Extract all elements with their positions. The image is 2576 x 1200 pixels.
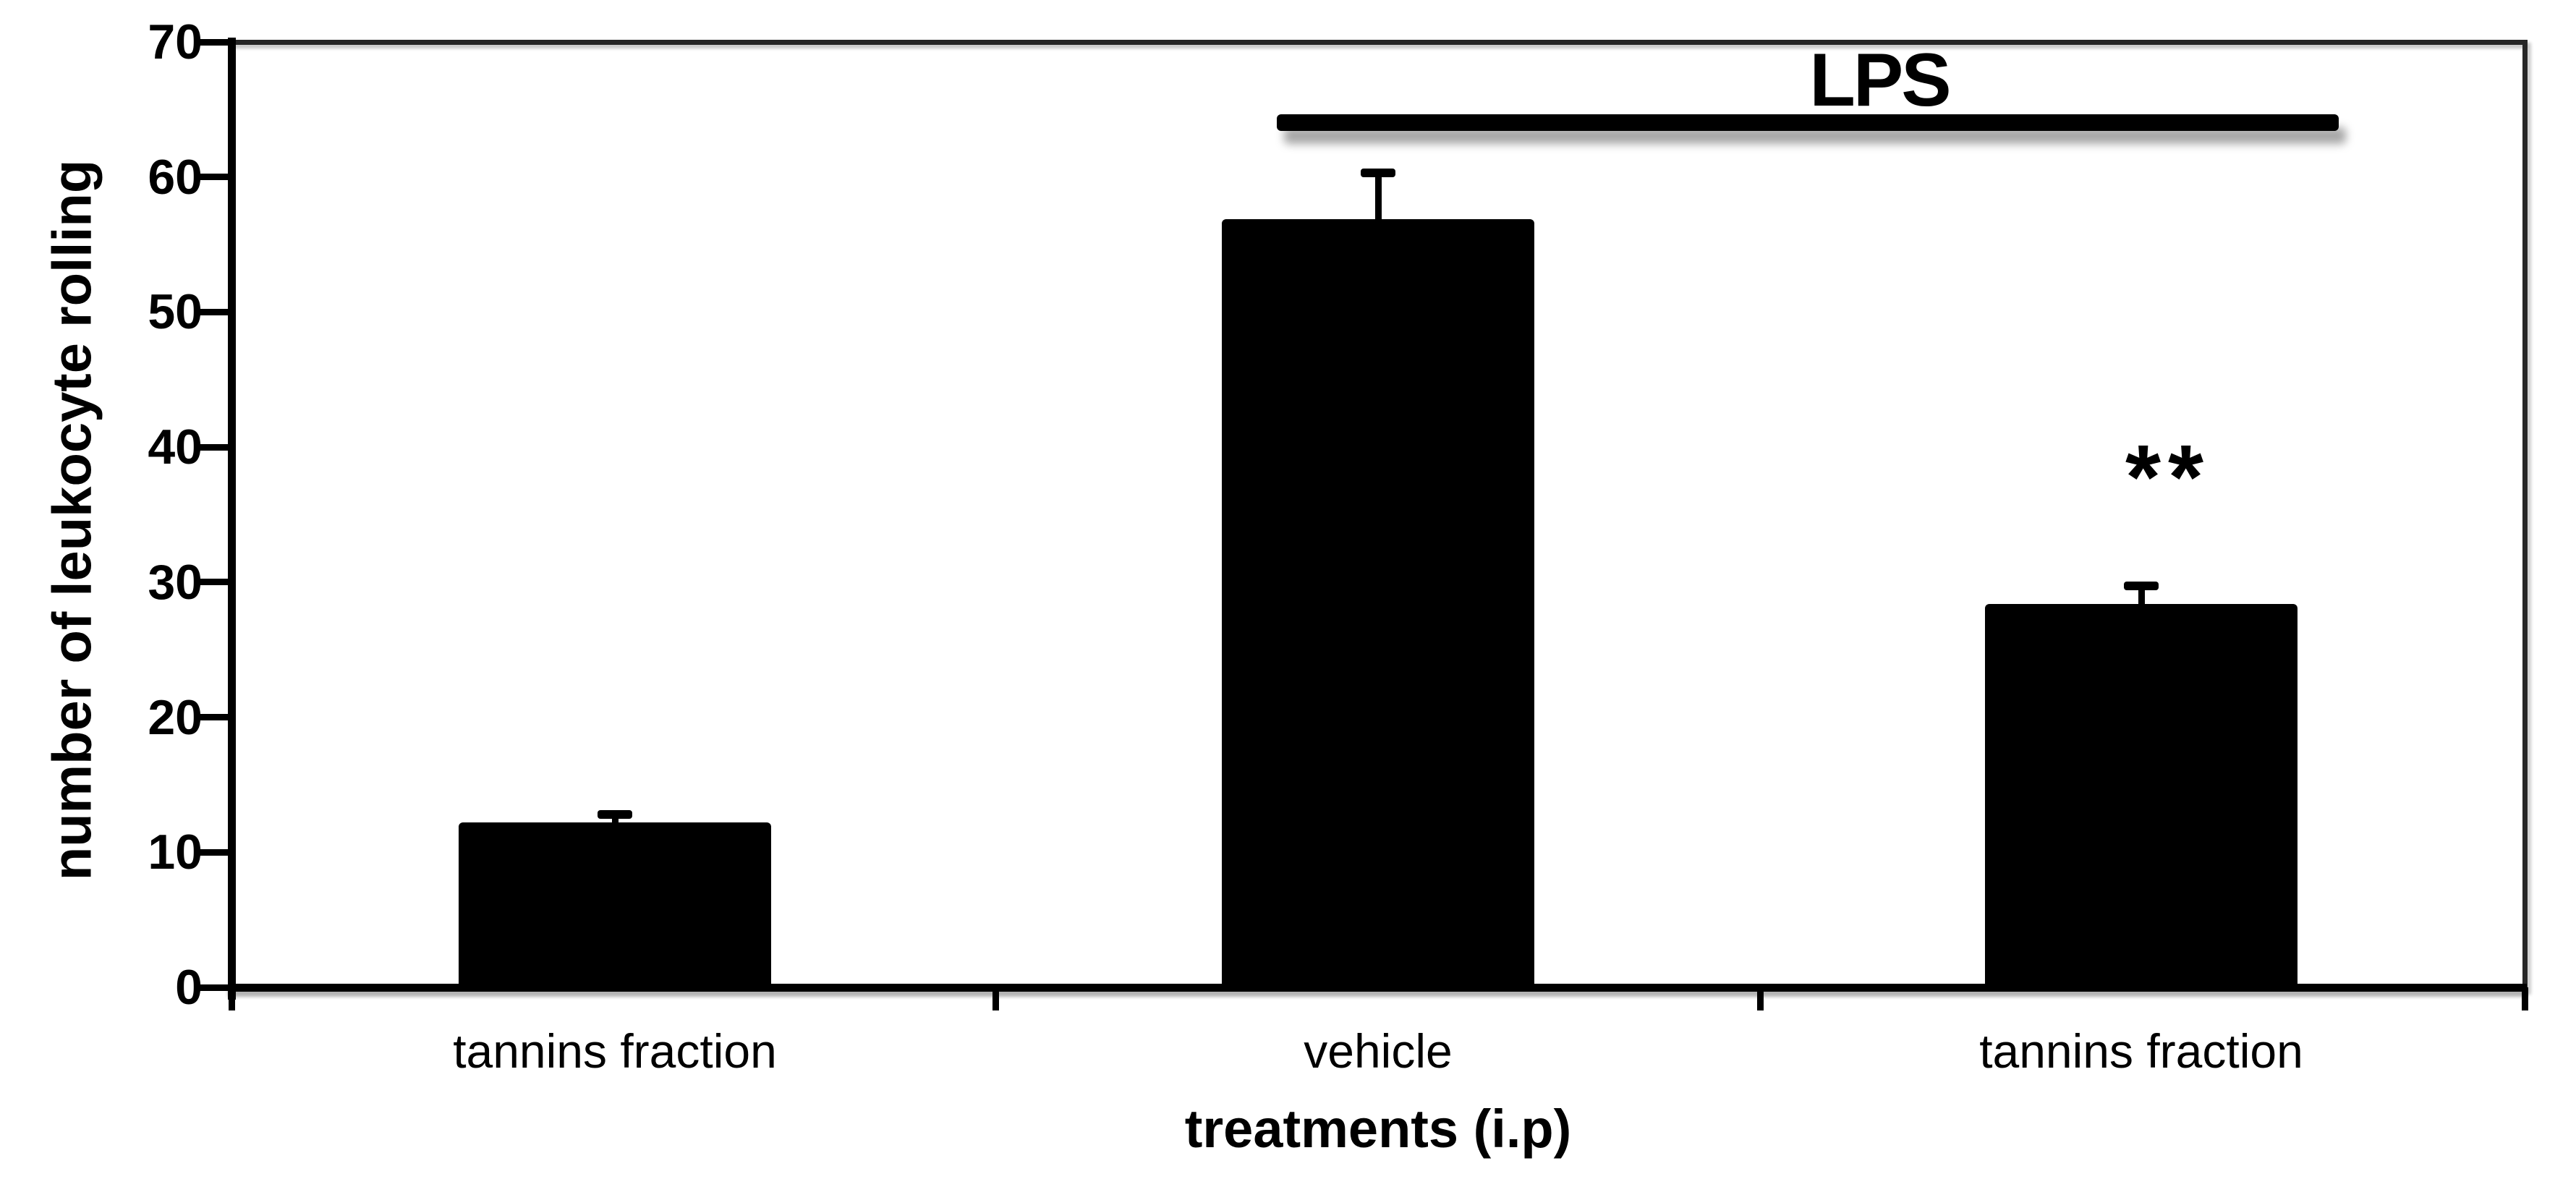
plot-frame-right bbox=[2522, 40, 2528, 992]
x-category-label: tannins fraction bbox=[1979, 1024, 2303, 1078]
bar bbox=[459, 822, 771, 987]
error-bar-stem bbox=[611, 814, 619, 826]
y-tick-mark bbox=[195, 174, 231, 181]
x-category-label: tannins fraction bbox=[453, 1024, 777, 1078]
y-tick-mark bbox=[195, 38, 231, 46]
error-bar-cap bbox=[598, 810, 632, 819]
error-bar-stem bbox=[1374, 173, 1382, 222]
y-tick-mark bbox=[195, 308, 231, 315]
bar bbox=[1222, 218, 1534, 987]
y-tick-label: 60 bbox=[148, 149, 203, 205]
plot-frame-top bbox=[231, 40, 2527, 45]
y-tick-mark bbox=[195, 443, 231, 451]
y-tick-label: 40 bbox=[148, 420, 203, 475]
lps-group-line bbox=[1277, 114, 2339, 131]
y-tick-label: 50 bbox=[148, 284, 203, 340]
x-axis-tick-mark bbox=[992, 987, 1000, 1010]
x-axis-title: treatments (i.p) bbox=[1184, 1099, 1572, 1159]
bar bbox=[1985, 603, 2297, 987]
error-bar-cap bbox=[1361, 169, 1395, 178]
x-axis-tick-mark bbox=[228, 987, 235, 1010]
y-tick-label: 70 bbox=[148, 14, 203, 69]
significance-stars: ** bbox=[2125, 426, 2211, 528]
x-axis-tick-mark bbox=[2521, 987, 2528, 1010]
lps-label: LPS bbox=[1809, 38, 1951, 122]
y-axis-line bbox=[228, 38, 236, 1000]
y-tick-mark bbox=[195, 579, 231, 586]
x-axis-line bbox=[228, 984, 2527, 992]
x-category-label: vehicle bbox=[1304, 1024, 1453, 1078]
y-tick-label: 10 bbox=[148, 825, 203, 880]
error-bar-cap bbox=[2124, 582, 2159, 591]
error-bar-stem bbox=[2138, 586, 2145, 607]
y-tick-mark bbox=[195, 984, 231, 991]
y-tick-mark bbox=[195, 848, 231, 856]
y-axis-title: number of leukocyte rolling bbox=[41, 159, 103, 881]
y-tick-label: 30 bbox=[148, 554, 203, 610]
y-tick-label: 20 bbox=[148, 689, 203, 745]
y-tick-label: 0 bbox=[175, 960, 203, 1015]
x-axis-tick-mark bbox=[1756, 987, 1764, 1010]
y-tick-mark bbox=[195, 714, 231, 721]
